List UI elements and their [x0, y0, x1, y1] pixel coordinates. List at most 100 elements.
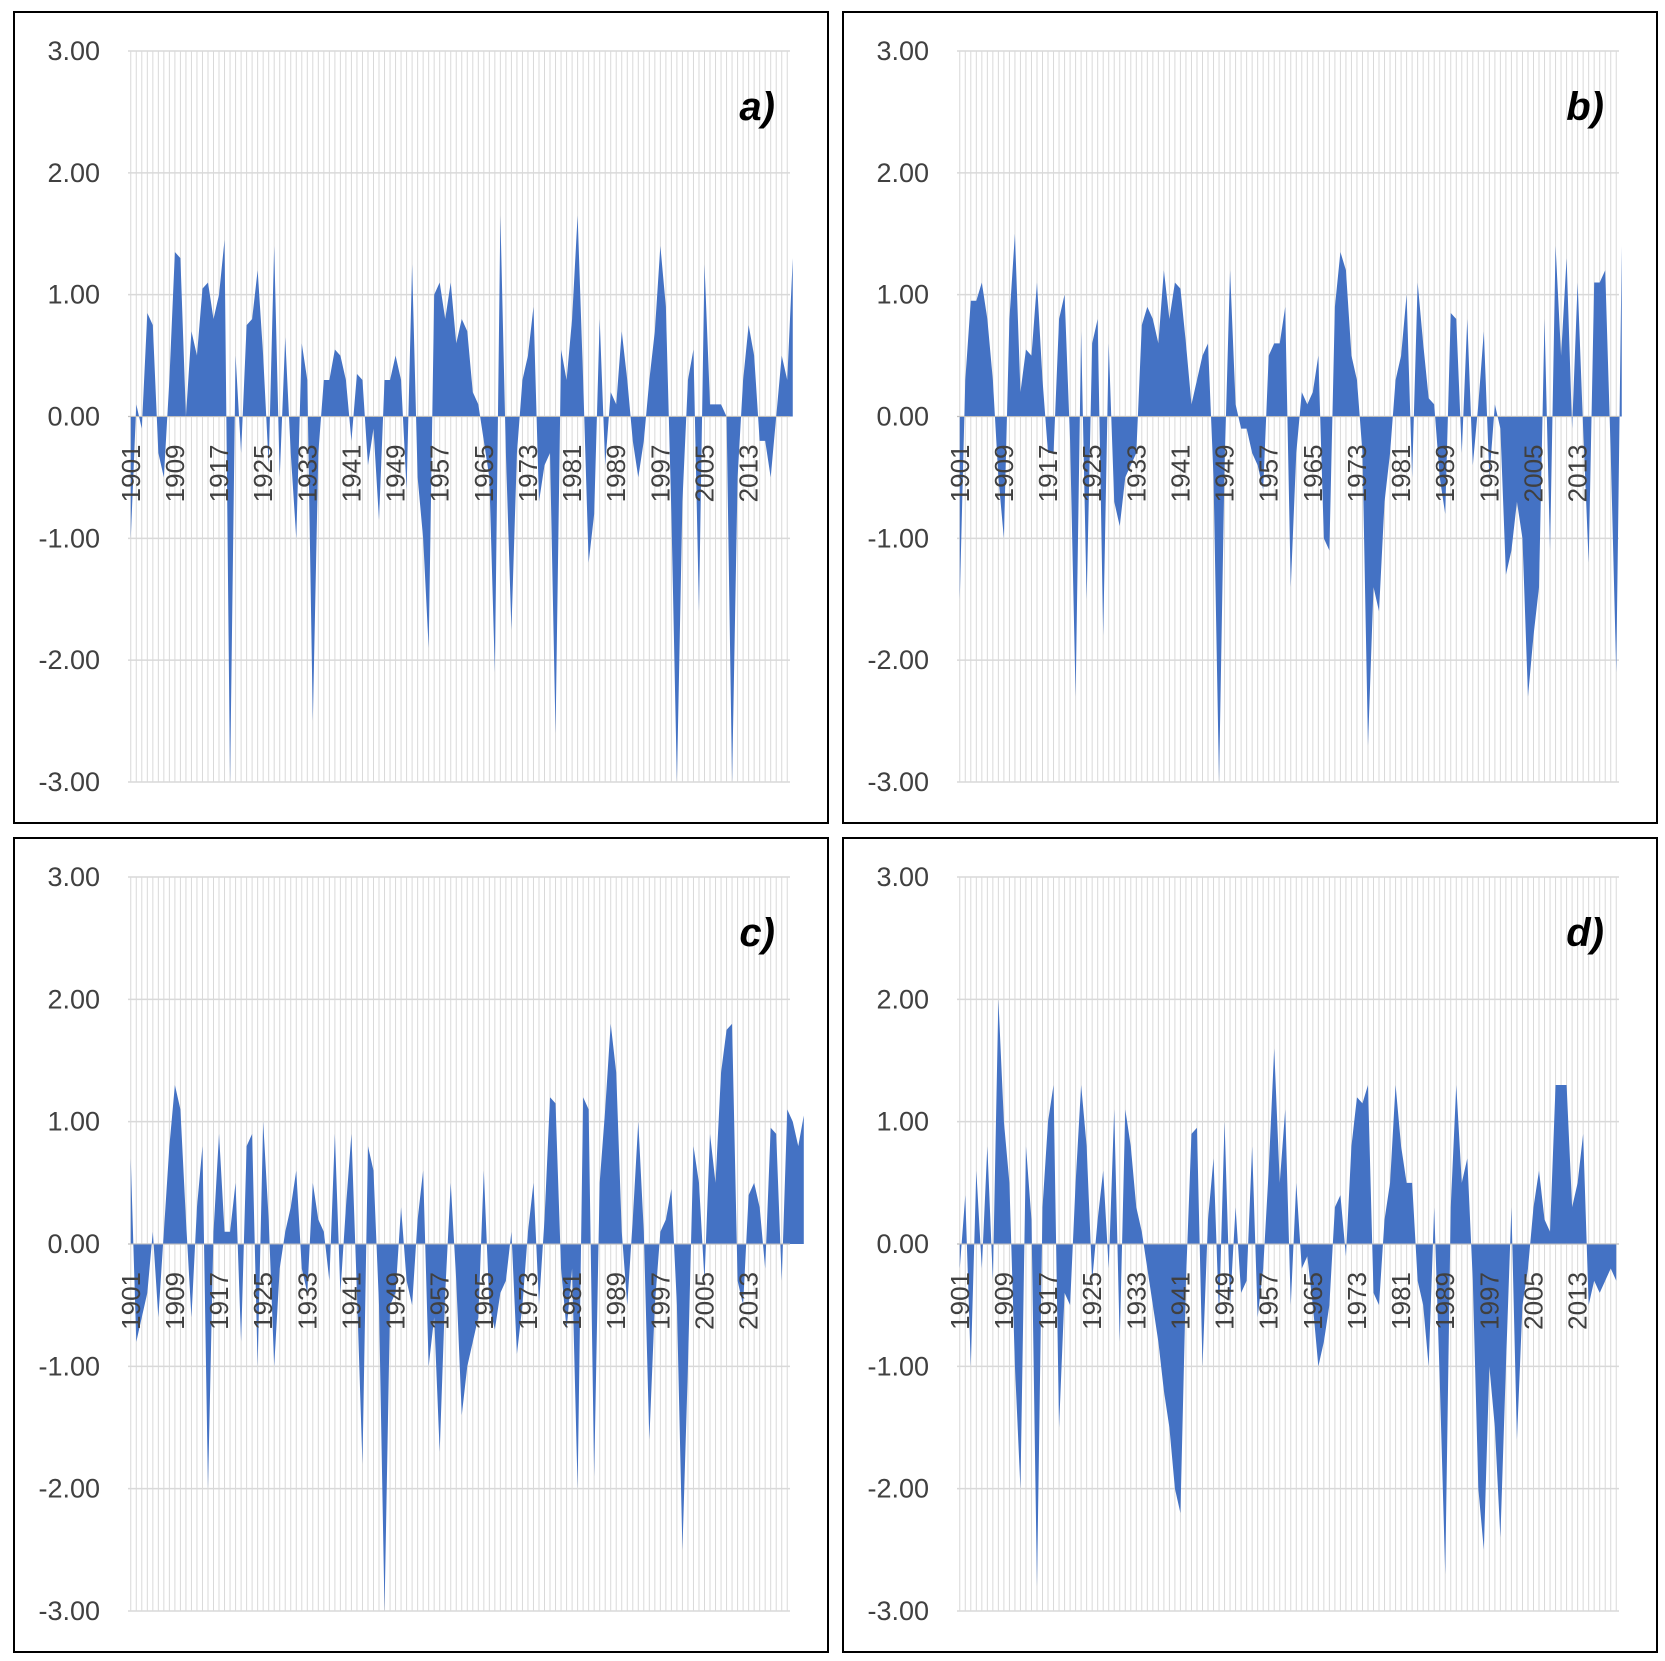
y-tick-label: 0.00 — [876, 1229, 929, 1259]
y-tick-label: 0.00 — [47, 1229, 100, 1259]
x-tick-label: 1933 — [292, 1272, 322, 1330]
chart-svg: 3.00 2.00 1.00 0.00 -1.00 -2.00 -3.00 1901 1909 1… — [38, 862, 804, 1626]
x-tick-label: 1965 — [1298, 445, 1328, 503]
x-tick-label: 2005 — [1518, 445, 1548, 503]
chart-svg: 3.00 2.00 1.00 0.00 -1.00 -2.00 -3.00 1901 1909 1… — [38, 36, 793, 797]
x-tick-label: 1989 — [601, 1272, 631, 1330]
x-tick-label: 1925 — [248, 445, 278, 503]
x-tick-label: 1973 — [1342, 445, 1372, 503]
x-tick-label: 1989 — [1430, 1272, 1460, 1330]
x-tick-label: 2013 — [734, 1272, 764, 1330]
x-tick-label: 1941 — [336, 1272, 366, 1330]
panel-label: d) — [1566, 911, 1604, 955]
x-tick-label: 1901 — [116, 445, 146, 503]
y-tick-label: -2.00 — [867, 1474, 929, 1504]
y-tick-label: -3.00 — [38, 767, 100, 797]
x-tick-label: 1941 — [336, 445, 366, 503]
y-tick-label: 1.00 — [47, 1107, 100, 1137]
y-tick-label: -1.00 — [867, 1351, 929, 1381]
y-tick-label: -3.00 — [38, 1596, 100, 1626]
y-tick-label: -1.00 — [867, 523, 929, 553]
x-tick-label: 1949 — [381, 1272, 411, 1330]
y-tick-label: 0.00 — [876, 402, 929, 432]
y-tick-label: 3.00 — [876, 862, 929, 892]
x-tick-label: 1957 — [1254, 445, 1284, 503]
x-tick-label: 1925 — [248, 1272, 278, 1330]
x-tick-label: 1925 — [1077, 1272, 1107, 1330]
y-tick-label: 1.00 — [876, 1107, 929, 1137]
x-tick-label: 2013 — [1563, 1272, 1593, 1330]
y-tick-label: -2.00 — [867, 645, 929, 675]
x-tick-label: 2013 — [1563, 445, 1593, 503]
x-tick-label: 1901 — [116, 1272, 146, 1330]
y-tick-label: 1.00 — [47, 280, 100, 310]
x-tick-label: 1909 — [989, 1272, 1019, 1330]
y-tick-label: -3.00 — [867, 767, 929, 797]
x-tick-label: 1997 — [645, 445, 675, 503]
x-tick-label: 1909 — [160, 445, 190, 503]
x-tick-label: 2005 — [1518, 1272, 1548, 1330]
x-tick-label: 1949 — [1210, 445, 1240, 503]
x-tick-label: 1933 — [1121, 445, 1151, 503]
x-tick-label: 1917 — [204, 445, 234, 503]
chart-svg: 3.00 2.00 1.00 0.00 -1.00 -2.00 -3.00 1901 1909 1… — [867, 862, 1619, 1626]
x-tick-label: 2013 — [734, 445, 764, 503]
y-tick-label: 3.00 — [47, 862, 100, 892]
y-tick-label: 2.00 — [876, 984, 929, 1014]
x-tick-label: 1941 — [1165, 1272, 1195, 1330]
chart-panel-a: 3.00 2.00 1.00 0.00 -1.00 -2.00 -3.00 1901 1909 1… — [13, 11, 829, 824]
y-tick-label: 3.00 — [47, 36, 100, 66]
x-tick-label: 1981 — [1386, 1272, 1416, 1330]
y-tick-label: -2.00 — [38, 645, 100, 675]
chart-panel-b: 3.00 2.00 1.00 0.00 -1.00 -2.00 -3.00 1901 1909 1… — [842, 11, 1658, 824]
y-tick-label: 0.00 — [47, 402, 100, 432]
x-tick-label: 1917 — [1033, 1272, 1063, 1330]
y-tick-label: -3.00 — [867, 1596, 929, 1626]
series-area — [130, 215, 793, 783]
x-tick-label: 1965 — [469, 445, 499, 503]
x-tick-label: 1917 — [204, 1272, 234, 1330]
panel-label: a) — [739, 85, 775, 129]
x-tick-label: 1997 — [1474, 1272, 1504, 1330]
y-tick-label: 2.00 — [876, 158, 929, 188]
x-tick-label: 2005 — [689, 445, 719, 503]
x-tick-label: 1949 — [1210, 1272, 1240, 1330]
series-area — [959, 233, 1622, 782]
x-tick-label: 1973 — [1342, 1272, 1372, 1330]
chart-panel-c: 3.00 2.00 1.00 0.00 -1.00 -2.00 -3.00 1901 1909 1… — [13, 837, 829, 1653]
y-tick-label: -1.00 — [38, 1351, 100, 1381]
x-tick-label: 1941 — [1165, 445, 1195, 503]
y-tick-label: 1.00 — [876, 280, 929, 310]
x-tick-label: 1981 — [557, 1272, 587, 1330]
x-tick-label: 1997 — [645, 1272, 675, 1330]
x-tick-label: 1957 — [425, 1272, 455, 1330]
x-tick-label: 1933 — [1121, 1272, 1151, 1330]
x-tick-label: 1981 — [557, 445, 587, 503]
panel-label: c) — [739, 911, 775, 955]
x-tick-label: 1973 — [513, 1272, 543, 1330]
chart-svg: 3.00 2.00 1.00 0.00 -1.00 -2.00 -3.00 1901 1909 1… — [867, 36, 1622, 797]
series-area — [130, 1023, 804, 1611]
x-tick-label: 1933 — [292, 445, 322, 503]
x-tick-label: 1909 — [989, 445, 1019, 503]
x-tick-label: 1989 — [1430, 445, 1460, 503]
x-tick-label: 1957 — [1254, 1272, 1284, 1330]
chart-panel-d: 3.00 2.00 1.00 0.00 -1.00 -2.00 -3.00 1901 1909 1… — [842, 837, 1658, 1653]
y-tick-label: 2.00 — [47, 158, 100, 188]
x-tick-label: 1901 — [945, 445, 975, 503]
y-tick-label: -1.00 — [38, 523, 100, 553]
x-tick-label: 1981 — [1386, 445, 1416, 503]
x-tick-label: 1901 — [945, 1272, 975, 1330]
x-tick-label: 1949 — [381, 445, 411, 503]
x-tick-label: 1909 — [160, 1272, 190, 1330]
x-tick-label: 1925 — [1077, 445, 1107, 503]
x-tick-label: 1989 — [601, 445, 631, 503]
y-tick-label: 3.00 — [876, 36, 929, 66]
x-tick-label: 1965 — [1298, 1272, 1328, 1330]
y-tick-label: -2.00 — [38, 1474, 100, 1504]
x-tick-label: 2005 — [689, 1272, 719, 1330]
panel-label: b) — [1566, 85, 1604, 129]
y-tick-label: 2.00 — [47, 984, 100, 1014]
x-tick-label: 1917 — [1033, 445, 1063, 503]
x-tick-label: 1973 — [513, 445, 543, 503]
